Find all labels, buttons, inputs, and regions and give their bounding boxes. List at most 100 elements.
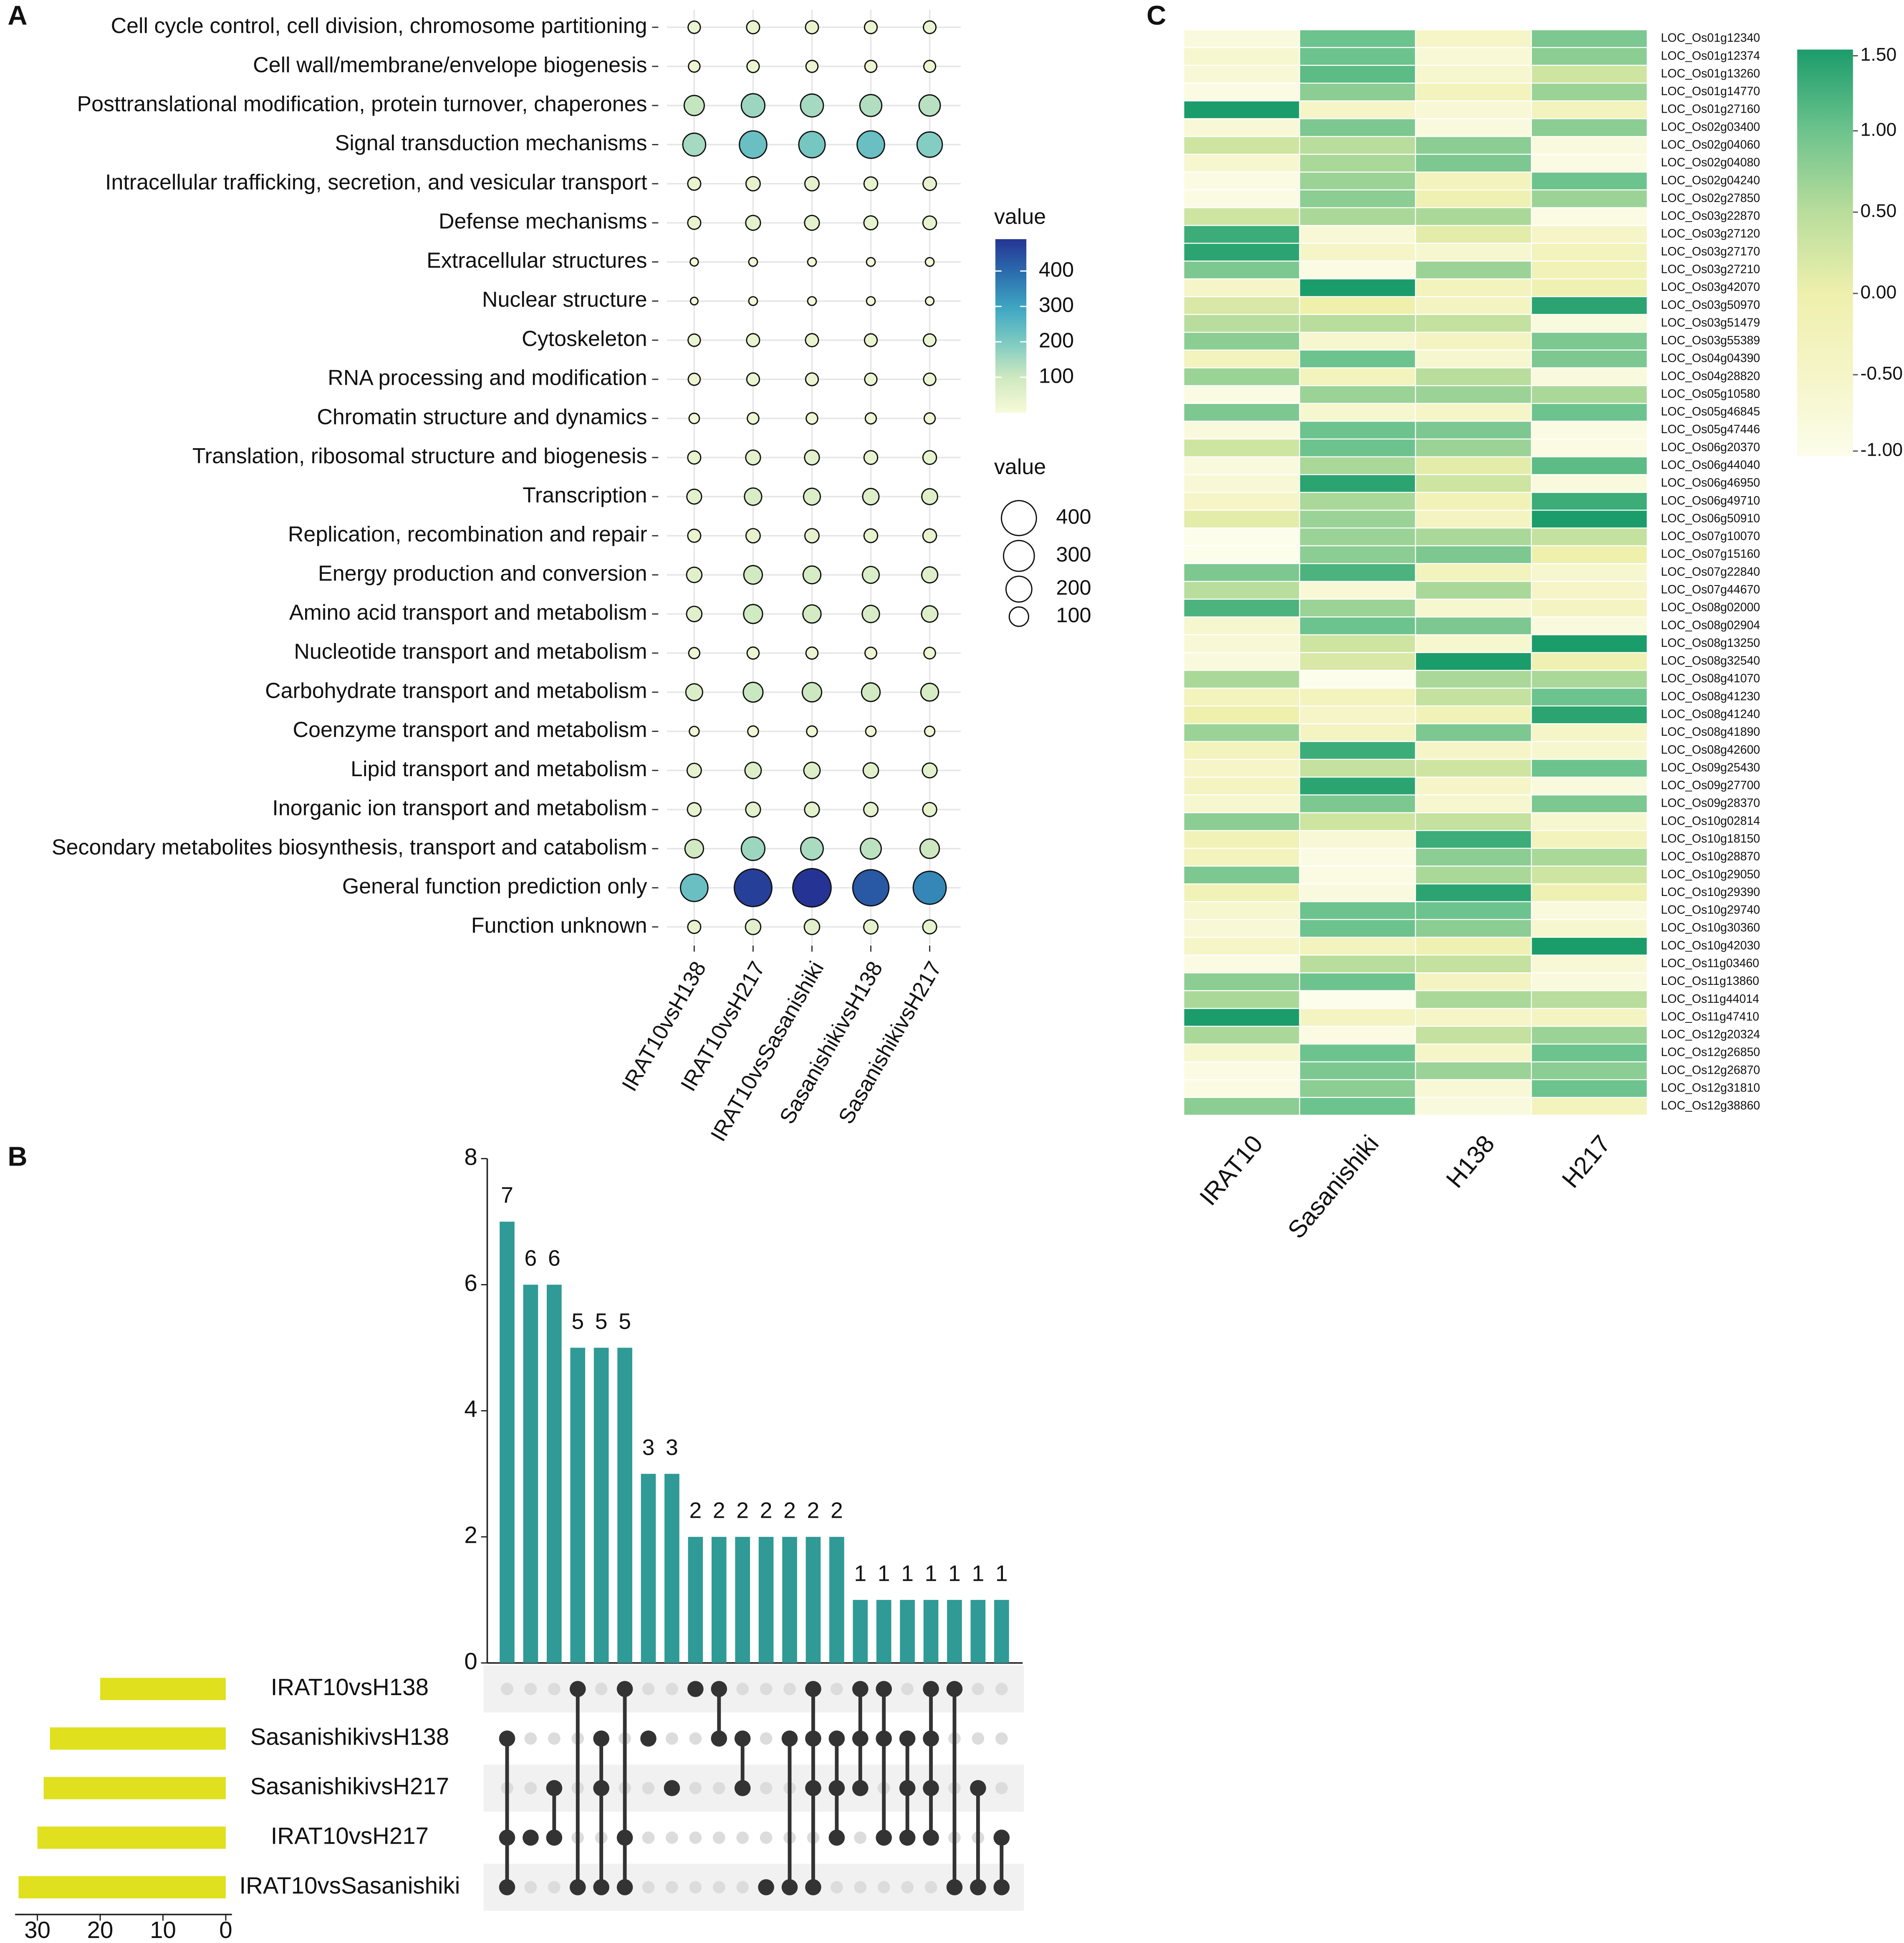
member-dot xyxy=(852,1730,869,1747)
bubble xyxy=(805,646,819,660)
cell xyxy=(1299,278,1416,298)
empty-dot xyxy=(642,1683,655,1696)
row-label: LOC_Os05g10580 xyxy=(1661,387,1760,401)
row-label: LOC_Os06g50910 xyxy=(1661,512,1760,525)
cell xyxy=(1531,812,1648,831)
member-dot xyxy=(593,1879,609,1895)
category-label: Amino acid transport and metabolism xyxy=(289,601,647,625)
empty-dot xyxy=(524,1683,537,1696)
size-label: 200 xyxy=(1056,575,1091,599)
empty-dot xyxy=(548,1732,561,1745)
bubble xyxy=(804,214,820,231)
cell xyxy=(1415,510,1532,529)
cell xyxy=(1299,919,1416,938)
bar-label: 1 xyxy=(995,1562,1008,1586)
cell xyxy=(1531,421,1648,440)
cell xyxy=(1415,331,1532,351)
row-label: LOC_Os03g50970 xyxy=(1661,298,1760,312)
bubble xyxy=(923,372,937,386)
bubble xyxy=(805,60,819,73)
cell xyxy=(1299,616,1416,636)
bar-label: 2 xyxy=(689,1499,702,1523)
bar xyxy=(782,1537,797,1663)
cell xyxy=(1299,1061,1416,1080)
cell xyxy=(1531,154,1648,173)
cell xyxy=(1183,936,1300,956)
row-label: LOC_Os10g29050 xyxy=(1661,868,1760,881)
category-label: Cell cycle control, cell division, chrom… xyxy=(111,14,647,38)
bubble xyxy=(804,528,820,544)
cell xyxy=(1183,456,1300,475)
bubble xyxy=(745,919,762,935)
cell xyxy=(1299,296,1416,315)
row-stripe xyxy=(483,1665,1024,1713)
cell xyxy=(1183,830,1300,849)
cell xyxy=(1299,385,1416,404)
cell xyxy=(1415,563,1532,582)
member-dot xyxy=(923,1730,939,1747)
bubble xyxy=(680,873,709,902)
cell xyxy=(1299,154,1416,173)
cell xyxy=(1415,866,1532,885)
empty-dot xyxy=(854,1881,867,1894)
bubble xyxy=(919,838,940,859)
colorbar-label: 300 xyxy=(1039,293,1074,317)
cell xyxy=(1299,172,1416,191)
cell xyxy=(1299,883,1416,902)
cell xyxy=(1299,1008,1416,1027)
category-label: Intracellular trafficking, secretion, an… xyxy=(105,170,647,194)
bubble xyxy=(861,565,880,584)
bubble xyxy=(865,725,877,737)
bar-label: 5 xyxy=(619,1309,631,1334)
bar-label: 2 xyxy=(760,1499,773,1523)
row-label: LOC_Os02g27850 xyxy=(1661,192,1760,205)
cell xyxy=(1531,225,1648,244)
row-label: LOC_Os02g04060 xyxy=(1661,138,1760,151)
cell xyxy=(1299,207,1416,226)
y-tick-label: 2 xyxy=(464,1522,477,1548)
bubble xyxy=(687,333,701,347)
empty-dot xyxy=(712,1881,725,1894)
cell xyxy=(1531,848,1648,867)
bubble xyxy=(746,59,760,73)
bubble xyxy=(746,372,760,386)
cell xyxy=(1299,670,1416,689)
bar xyxy=(758,1537,774,1663)
bar xyxy=(593,1347,609,1663)
bubble xyxy=(747,412,760,425)
category-label: Nuclear structure xyxy=(482,288,647,312)
cell xyxy=(1531,883,1648,902)
bubble xyxy=(922,176,937,191)
cell xyxy=(1299,1079,1416,1098)
bubble xyxy=(923,412,936,425)
cell xyxy=(1415,456,1532,475)
empty-dot xyxy=(736,1831,749,1844)
bubble xyxy=(742,681,764,703)
cell xyxy=(1183,723,1300,742)
cell xyxy=(1531,741,1648,760)
cell xyxy=(1299,598,1416,618)
cell xyxy=(1531,349,1648,368)
bar xyxy=(806,1537,821,1663)
member-dot xyxy=(876,1829,892,1846)
member-dot xyxy=(946,1879,963,1895)
cell xyxy=(1531,385,1648,404)
bar xyxy=(547,1284,562,1663)
cell xyxy=(1299,990,1416,1009)
category-label: Inorganic ion transport and metabolism xyxy=(272,796,647,820)
bubble xyxy=(685,683,703,701)
row-label: LOC_Os03g27170 xyxy=(1661,245,1760,258)
cell xyxy=(1531,403,1648,422)
row-label: LOC_Os01g12340 xyxy=(1661,31,1760,45)
cell xyxy=(1183,563,1300,582)
row-label: LOC_Os10g29740 xyxy=(1661,903,1760,917)
cell xyxy=(1183,225,1300,244)
x-tick-label: 10 xyxy=(150,1917,176,1943)
colorbar-label: 0.50 xyxy=(1861,201,1897,221)
bubble xyxy=(743,604,763,624)
member-dot xyxy=(546,1829,563,1846)
bubble xyxy=(863,176,879,192)
cell xyxy=(1415,652,1532,671)
cell xyxy=(1183,545,1300,564)
row-label: LOC_Os08g02904 xyxy=(1661,618,1760,632)
